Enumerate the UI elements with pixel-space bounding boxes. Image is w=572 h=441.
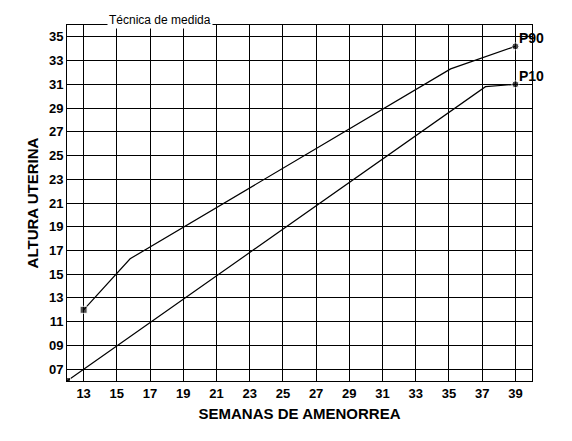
svg-text:15: 15	[110, 386, 124, 401]
svg-text:23: 23	[242, 386, 256, 401]
svg-text:13: 13	[49, 290, 63, 305]
svg-text:25: 25	[49, 148, 63, 163]
svg-text:11: 11	[50, 314, 64, 329]
svg-text:33: 33	[49, 53, 63, 68]
svg-text:21: 21	[49, 196, 63, 211]
svg-text:13: 13	[76, 386, 90, 401]
svg-text:31: 31	[49, 77, 63, 92]
svg-text:SEMANAS DE AMENORREA: SEMANAS DE AMENORREA	[199, 405, 401, 422]
svg-text:17: 17	[49, 243, 63, 258]
svg-text:29: 29	[342, 386, 356, 401]
svg-text:35: 35	[49, 29, 63, 44]
svg-text:25: 25	[276, 386, 290, 401]
svg-text:15: 15	[49, 267, 63, 282]
svg-text:23: 23	[49, 172, 63, 187]
svg-text:09: 09	[49, 338, 63, 353]
svg-text:33: 33	[409, 386, 423, 401]
svg-text:21: 21	[209, 386, 223, 401]
svg-text:ALTURA UTERINA: ALTURA UTERINA	[24, 137, 41, 268]
svg-text:07: 07	[49, 362, 63, 377]
svg-text:27: 27	[309, 386, 323, 401]
svg-text:P90: P90	[519, 30, 544, 46]
svg-text:37: 37	[475, 386, 489, 401]
svg-text:Técnica de medida: Técnica de medida	[109, 13, 211, 27]
svg-text:27: 27	[49, 124, 63, 139]
svg-text:39: 39	[508, 386, 522, 401]
svg-text:19: 19	[176, 386, 190, 401]
svg-text:19: 19	[49, 219, 63, 234]
svg-text:29: 29	[49, 101, 63, 116]
svg-text:P10: P10	[519, 68, 544, 84]
svg-text:31: 31	[375, 386, 389, 401]
svg-text:35: 35	[442, 386, 456, 401]
svg-text:17: 17	[143, 386, 157, 401]
